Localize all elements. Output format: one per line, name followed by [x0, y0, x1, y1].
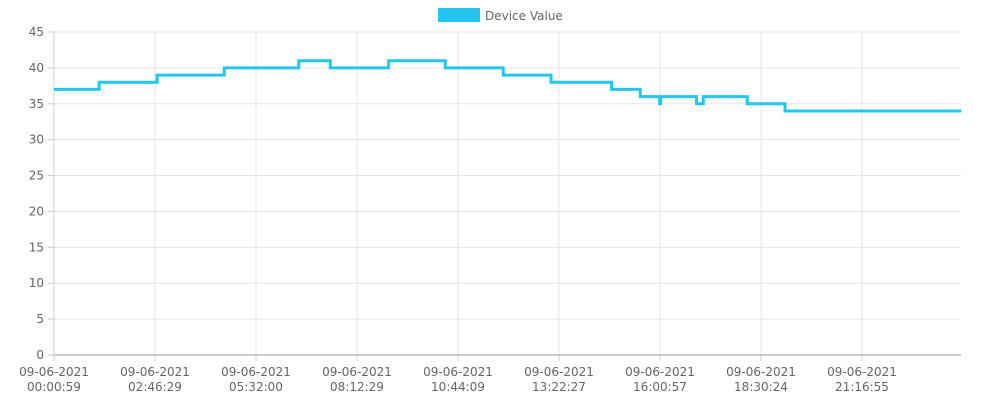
data-point — [701, 94, 706, 99]
data-point — [657, 101, 662, 106]
legend: Device Value — [438, 8, 563, 23]
y-tick-label: 5 — [36, 312, 44, 326]
x-tick-label-time: 18:30:24 — [734, 380, 788, 394]
ticks-layer: 05101520253035404509-06-202100:00:5909-0… — [19, 25, 897, 394]
data-point — [155, 73, 160, 78]
data-point — [745, 101, 750, 106]
y-tick-label: 45 — [29, 25, 44, 39]
data-point — [328, 65, 333, 70]
x-tick-label-time: 13:22:27 — [532, 380, 586, 394]
y-tick-label: 40 — [29, 61, 44, 75]
y-tick-label: 25 — [29, 169, 44, 183]
y-tick-label: 20 — [29, 204, 44, 218]
series-layer — [52, 58, 963, 113]
x-tick-label-time: 10:44:09 — [431, 380, 485, 394]
data-point — [694, 101, 699, 106]
data-point — [638, 94, 643, 99]
legend-swatch — [438, 8, 480, 22]
data-point — [958, 108, 963, 113]
grid-layer — [53, 31, 961, 356]
data-point — [609, 87, 614, 92]
axes-layer — [53, 32, 961, 356]
x-tick-label-time: 16:00:57 — [633, 380, 687, 394]
legend-label: Device Value — [485, 9, 563, 23]
data-point — [296, 58, 301, 63]
x-tick-label-date: 09-06-2021 — [19, 365, 89, 379]
x-tick-label-time: 08:12:29 — [330, 380, 384, 394]
data-point — [658, 94, 663, 99]
series-line-device-value — [54, 59, 961, 113]
x-tick-label-time: 02:46:29 — [128, 380, 182, 394]
x-tick-label-time: 05:32:00 — [229, 380, 283, 394]
x-tick-label-date: 09-06-2021 — [827, 365, 897, 379]
data-point — [783, 108, 788, 113]
data-point — [52, 87, 57, 92]
x-tick-label-date: 09-06-2021 — [322, 365, 392, 379]
data-point — [386, 58, 391, 63]
x-tick-label-date: 09-06-2021 — [221, 365, 291, 379]
x-tick-label-date: 09-06-2021 — [120, 365, 190, 379]
y-tick-label: 30 — [29, 133, 44, 147]
x-tick-label-date: 09-06-2021 — [625, 365, 695, 379]
y-tick-label: 35 — [29, 97, 44, 111]
data-point — [443, 65, 448, 70]
x-tick-label-date: 09-06-2021 — [524, 365, 594, 379]
data-point — [222, 65, 227, 70]
x-tick-label-date: 09-06-2021 — [726, 365, 796, 379]
data-point — [97, 80, 102, 85]
data-point — [549, 80, 554, 85]
x-tick-label-time: 21:16:55 — [835, 380, 889, 394]
y-tick-label: 15 — [29, 240, 44, 254]
x-tick-label-date: 09-06-2021 — [423, 365, 493, 379]
y-tick-label: 10 — [29, 276, 44, 290]
data-point — [501, 73, 506, 78]
x-tick-label-time: 00:00:59 — [27, 380, 81, 394]
y-tick-label: 0 — [36, 348, 44, 362]
